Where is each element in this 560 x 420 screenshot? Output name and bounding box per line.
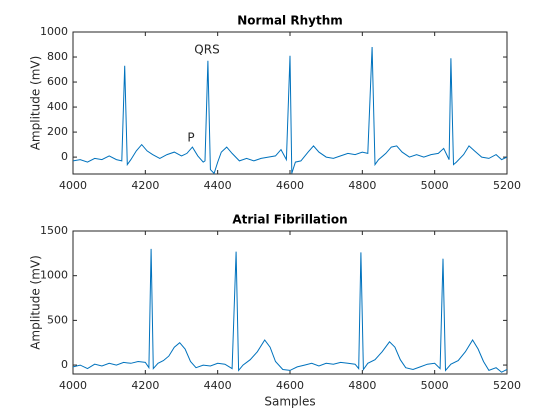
y-tick-label: 400 (47, 100, 68, 113)
y-axis-label: Amplitude (mV) (29, 56, 43, 151)
x-tick-label: 4200 (131, 379, 159, 392)
y-tick-label: 1000 (40, 25, 68, 38)
x-tick-label: 5000 (421, 179, 449, 192)
plot-area (72, 31, 508, 175)
y-tick-label: 500 (47, 313, 68, 326)
annotation: QRS (194, 43, 219, 57)
y-tick-label: 1500 (40, 224, 68, 237)
x-tick-label: 4800 (348, 179, 376, 192)
y-tick-label: 200 (47, 125, 68, 138)
x-tick-label: 5200 (493, 179, 521, 192)
x-axis-label: Samples (264, 395, 315, 409)
x-tick-label: 4600 (276, 379, 304, 392)
chart-title: Normal Rhythm (237, 14, 343, 28)
y-tick-label: 800 (47, 50, 68, 63)
y-tick-label: 600 (47, 75, 68, 88)
y-axis-label: Amplitude (mV) (29, 255, 43, 350)
x-tick-label: 4800 (348, 379, 376, 392)
x-tick-label: 4600 (276, 179, 304, 192)
x-tick-label: 4200 (131, 179, 159, 192)
plot-area (72, 230, 508, 375)
signal-line (73, 248, 507, 373)
x-tick-label: 4400 (204, 379, 232, 392)
chart-title: Atrial Fibrillation (232, 213, 347, 227)
signal-line (73, 46, 507, 174)
annotation: P (187, 131, 194, 145)
y-tick-label: 1000 (40, 269, 68, 282)
x-tick-label: 5000 (421, 379, 449, 392)
y-tick-label: 0 (61, 358, 68, 371)
x-tick-label: 4400 (204, 179, 232, 192)
x-tick-label: 5200 (493, 379, 521, 392)
x-tick-label: 4000 (59, 179, 87, 192)
x-tick-label: 4000 (59, 379, 87, 392)
y-tick-label: 0 (61, 150, 68, 163)
